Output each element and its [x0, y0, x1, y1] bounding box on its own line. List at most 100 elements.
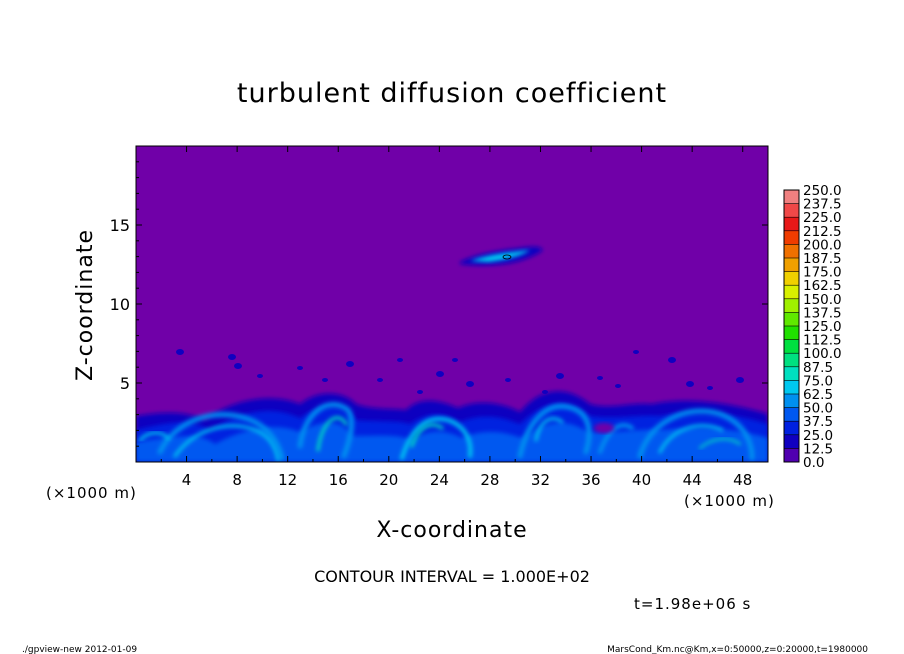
- colorbar-label: 125.0: [803, 319, 842, 335]
- field-eddy: [397, 358, 403, 362]
- x-unit-right: (×1000 m): [684, 492, 775, 510]
- colorbar-swatch: [784, 421, 799, 436]
- colorbar-swatch: [784, 298, 799, 313]
- field-eddy: [615, 384, 621, 388]
- field-eddy: [542, 390, 548, 394]
- chart-title: turbulent diffusion coefficient: [237, 78, 667, 109]
- colorbar-label: 162.5: [803, 278, 842, 294]
- colorbar-swatch: [784, 448, 799, 463]
- field-streak: [316, 416, 348, 452]
- colorbar-label: 187.5: [803, 251, 842, 267]
- y-axis-label: Z-coordinate: [73, 229, 98, 381]
- x-tick-label: 36: [581, 471, 600, 489]
- field-eddy: [176, 349, 184, 355]
- x-tick-label: 40: [632, 471, 651, 489]
- colorbar-label: 175.0: [803, 265, 842, 281]
- colorbar-label: 50.0: [803, 401, 833, 417]
- field-eddy: [505, 378, 511, 382]
- field-layer: [470, 250, 530, 262]
- field-eddy: [686, 381, 694, 387]
- colorbar-swatch: [784, 244, 799, 259]
- footer-left: ./gpview-new 2012-01-09: [22, 645, 137, 654]
- colorbar-label: 37.5: [803, 414, 833, 430]
- field-eddy: [597, 376, 603, 380]
- colorbar-label: 75.0: [803, 373, 833, 389]
- colorbar-label: 25.0: [803, 428, 833, 444]
- field-eddy: [633, 350, 639, 354]
- colorbar-swatch: [784, 366, 799, 381]
- colorbar: 250.0237.5225.0212.5200.0187.5175.0162.5…: [783, 183, 842, 471]
- field-eddy: [228, 354, 236, 360]
- colorbar-swatch: [784, 407, 799, 422]
- x-unit-left: (×1000 m): [46, 484, 137, 502]
- y-axis: 5 10 15: [110, 161, 768, 447]
- x-tick-label: 24: [430, 471, 449, 489]
- x-tick-label: 8: [232, 471, 242, 489]
- colorbar-swatch: [784, 217, 799, 232]
- x-tick-label: 44: [683, 471, 702, 489]
- field-eddy: [346, 361, 354, 367]
- colorbar-swatch: [784, 339, 799, 354]
- field-eddy: [452, 358, 458, 362]
- contour-interval: CONTOUR INTERVAL = 1.000E+02: [314, 567, 590, 586]
- x-tick-label: 12: [278, 471, 297, 489]
- field-streak: [658, 424, 724, 454]
- plot-area: [135, 145, 769, 463]
- field-eddy: [556, 373, 564, 379]
- colorbar-label: 150.0: [803, 292, 842, 308]
- colorbar-swatch: [784, 312, 799, 327]
- field-eddy: [322, 378, 328, 382]
- field-eddy: [417, 390, 423, 394]
- colorbar-label: 12.5: [803, 441, 833, 457]
- contour-line: [502, 254, 512, 260]
- footer-right: MarsCond_Km.nc@Km,x=0:50000,z=0:20000,t=…: [607, 645, 868, 654]
- colorbar-swatch: [784, 434, 799, 449]
- colorbar-label: 137.5: [803, 305, 842, 321]
- y-tick-label: 15: [110, 216, 130, 235]
- field-eddy: [377, 378, 383, 382]
- colorbar-swatch: [784, 258, 799, 272]
- x-tick-label: 28: [480, 471, 499, 489]
- colorbar-label: 200.0: [803, 237, 842, 253]
- field-eddy: [707, 386, 713, 390]
- field-streak: [173, 424, 280, 462]
- field-eddy: [736, 377, 744, 383]
- colorbar-swatch: [784, 230, 799, 245]
- colorbar-swatch: [784, 190, 799, 204]
- colorbar-label: 100.0: [803, 346, 842, 362]
- field-eddy: [234, 363, 242, 369]
- field-eddy: [466, 381, 474, 387]
- colorbar-swatch: [784, 353, 799, 368]
- colorbar-label: 250.0: [803, 183, 842, 199]
- field-pocket: [594, 423, 614, 433]
- field-eddy: [436, 371, 444, 377]
- colorbar-swatch: [784, 326, 799, 340]
- field-eddy: [668, 357, 676, 363]
- field-streak: [598, 423, 634, 454]
- colorbar-label: 212.5: [803, 224, 842, 240]
- field-streak: [637, 408, 755, 461]
- field-streak: [410, 423, 444, 448]
- turbulence-field: [136, 246, 768, 462]
- field-streak: [517, 403, 592, 459]
- x-tick-label: 48: [733, 471, 752, 489]
- x-axis: 4 8 12 16 20 24 28 32 36 40 44 48: [160, 146, 752, 489]
- x-tick-label: 4: [182, 471, 192, 489]
- field-streak: [157, 412, 285, 461]
- colorbar-label: 0.0: [803, 455, 824, 471]
- y-tick-label: 10: [110, 295, 130, 314]
- field-streak: [534, 417, 564, 442]
- field-streak: [138, 431, 170, 442]
- colorbar-label: 112.5: [803, 333, 842, 349]
- field-eddy: [257, 374, 263, 378]
- field-eddy: [297, 366, 303, 370]
- x-tick-label: 16: [329, 471, 348, 489]
- colorbar-label: 237.5: [803, 197, 842, 213]
- colorbar-swatch: [784, 285, 799, 300]
- x-axis-label: X-coordinate: [376, 518, 527, 543]
- colorbar-swatch: [784, 380, 799, 395]
- field-streak: [297, 402, 354, 459]
- colorbar-label: 225.0: [803, 210, 842, 226]
- colorbar-swatch: [784, 271, 799, 286]
